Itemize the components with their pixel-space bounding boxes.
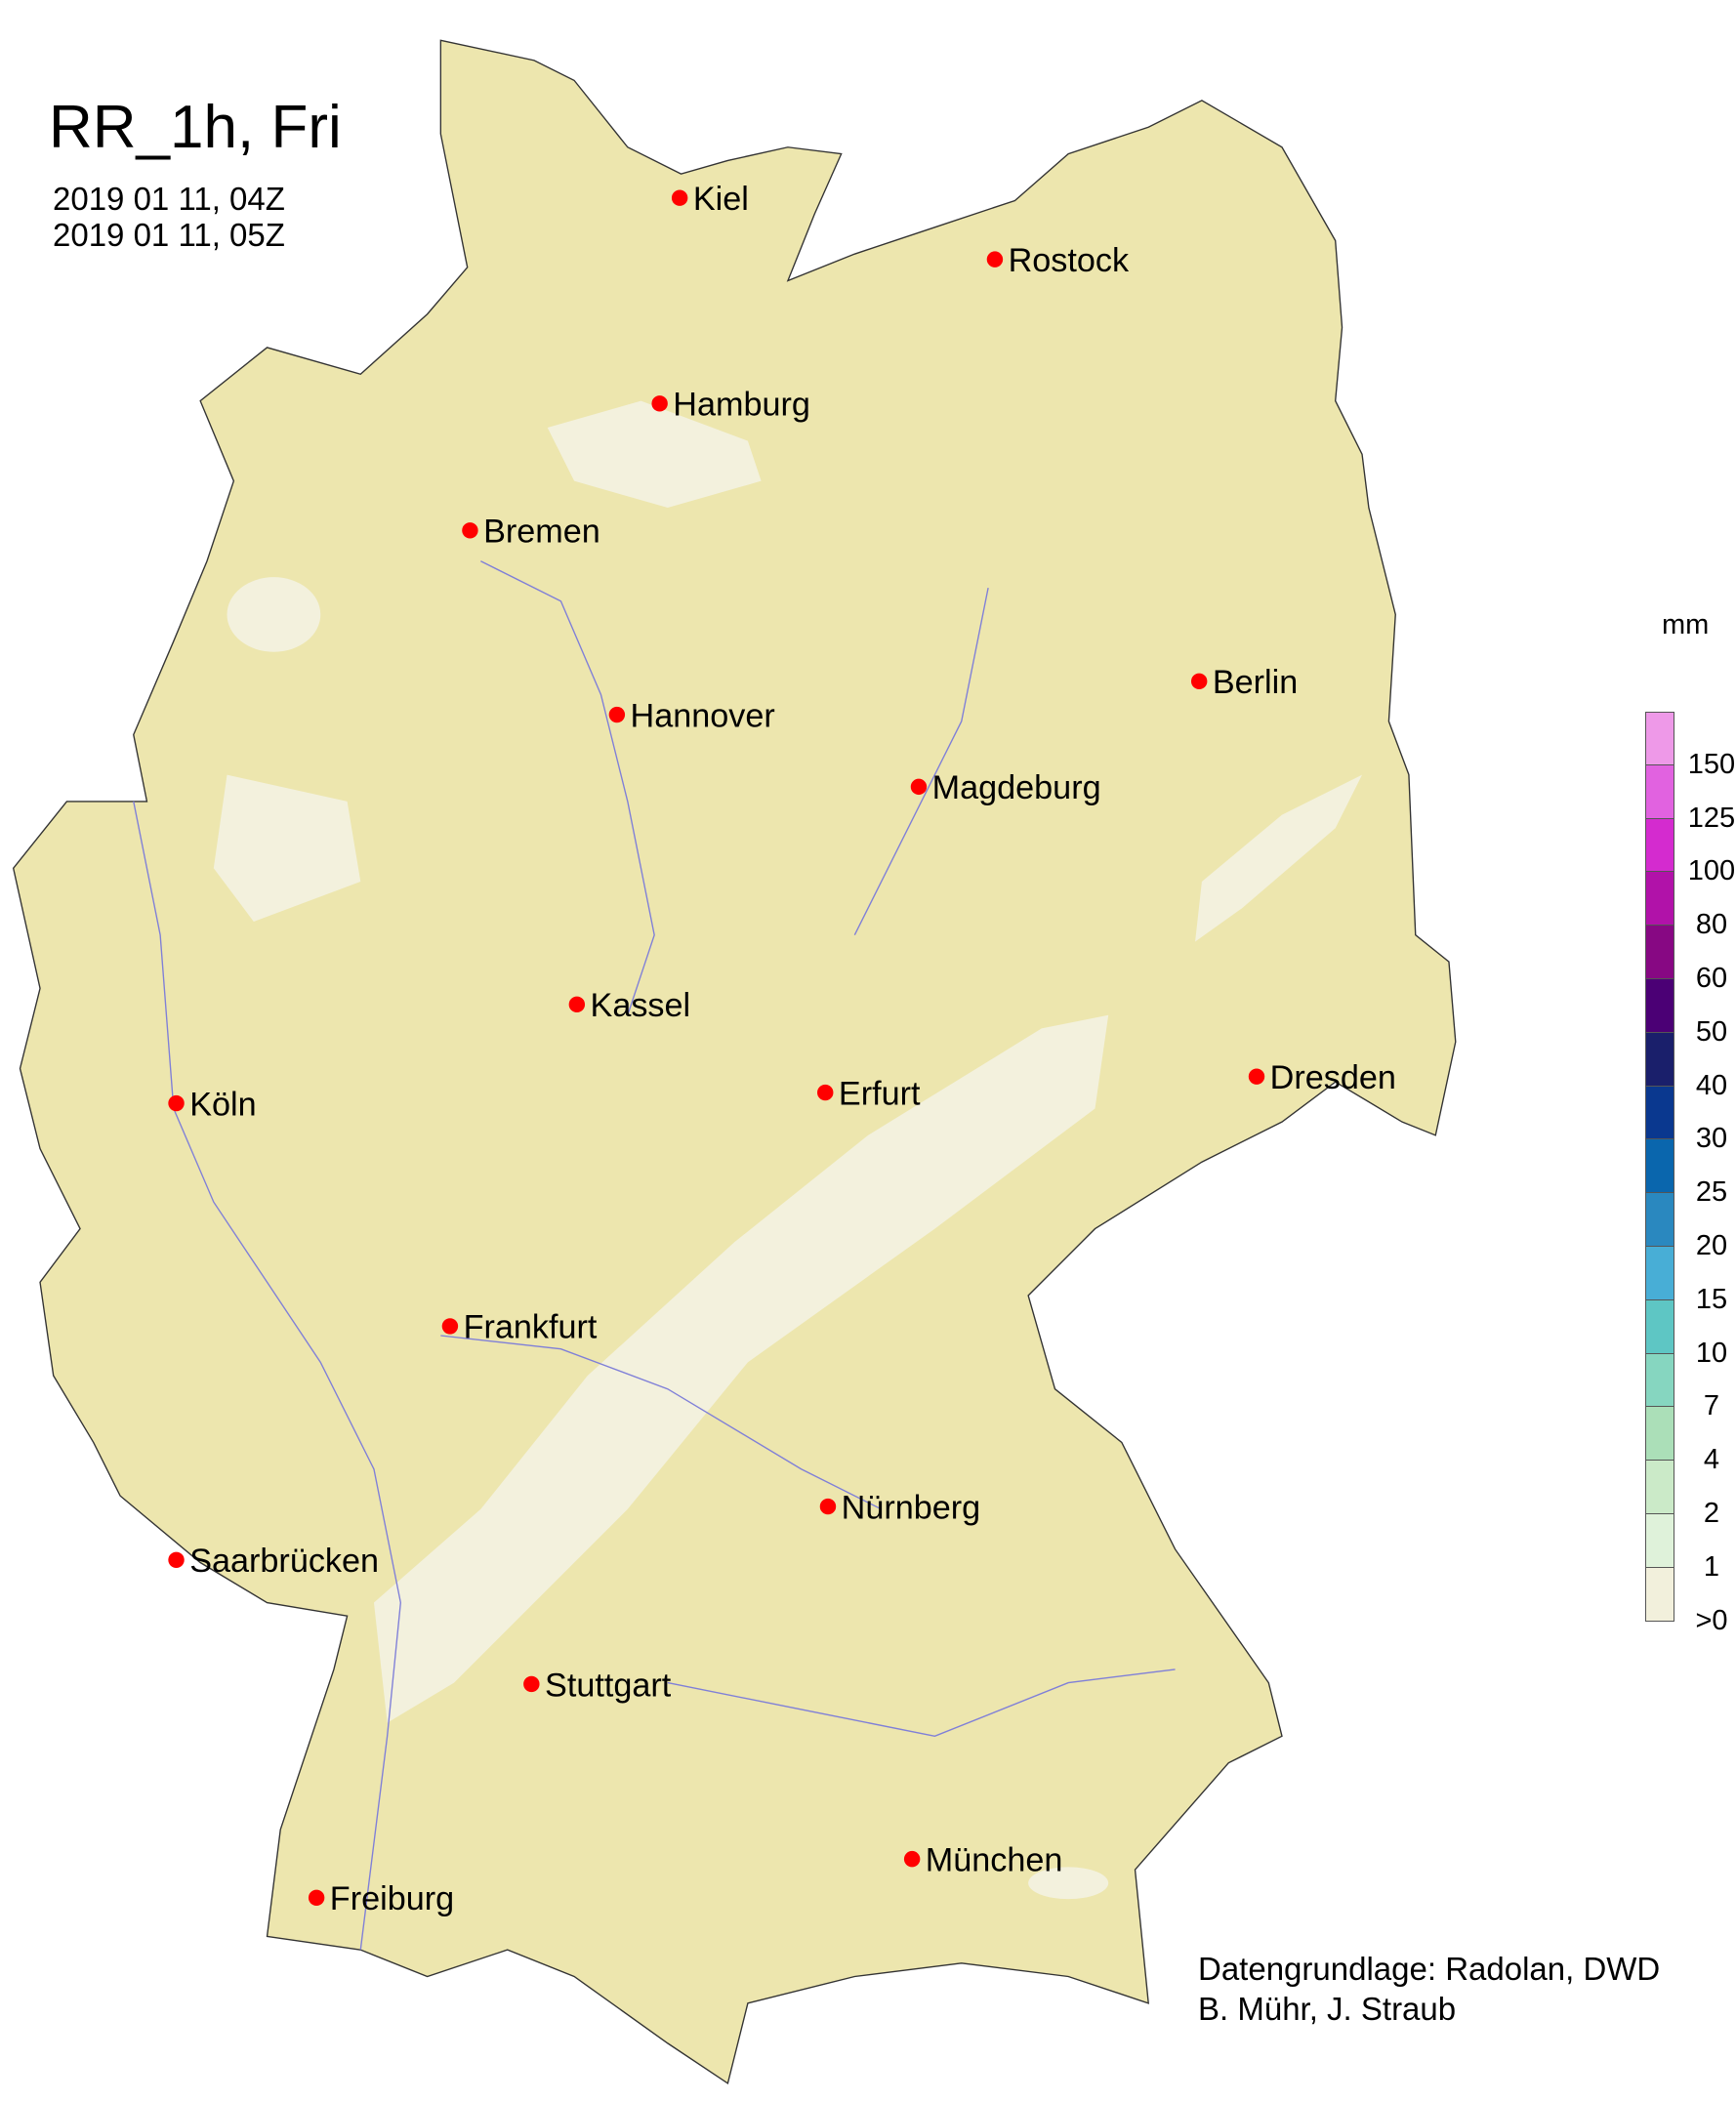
map-title: RR_1h, Fri	[49, 94, 342, 161]
city-label: Rostock	[1009, 242, 1130, 279]
city-marker	[441, 1318, 459, 1335]
legend-label: 150	[1687, 748, 1736, 780]
city-marker	[986, 251, 1004, 268]
legend-swatch	[1645, 712, 1674, 765]
city-marker	[903, 1850, 921, 1868]
legend-swatch	[1645, 1513, 1674, 1568]
city-label: Freiburg	[330, 1880, 454, 1917]
city-label: München	[926, 1841, 1063, 1878]
legend-label: 80	[1695, 909, 1728, 941]
legend-swatch	[1645, 764, 1674, 819]
legend-swatch	[1645, 978, 1674, 1033]
germany-land	[12, 39, 1457, 2085]
legend-label: 1	[1703, 1550, 1720, 1583]
city-label: Kassel	[591, 987, 691, 1024]
city-marker	[568, 996, 586, 1013]
city-label: Nürnberg	[842, 1489, 981, 1526]
city-marker	[462, 522, 478, 539]
legend-swatch	[1645, 1139, 1674, 1194]
city-label: Saarbrücken	[189, 1543, 379, 1580]
city-marker	[1248, 1068, 1265, 1085]
period-end: 2019 01 11, 05Z	[53, 217, 285, 253]
legend-label: 20	[1695, 1230, 1728, 1261]
legend-label: 7	[1703, 1390, 1720, 1422]
city-marker	[1190, 673, 1208, 690]
legend-swatch	[1645, 1086, 1674, 1140]
city-marker	[817, 1084, 834, 1101]
legend-swatch	[1645, 1461, 1674, 1514]
city-label: Stuttgart	[545, 1667, 672, 1704]
credit-data-source: Datengrundlage: Radolan, DWD	[1198, 1951, 1661, 1987]
legend-label: 30	[1695, 1123, 1728, 1155]
legend-swatch	[1645, 1299, 1674, 1354]
legend-swatch	[1645, 872, 1674, 927]
color-legend	[1645, 712, 1674, 1622]
legend-label: 4	[1703, 1444, 1720, 1476]
legend-label: 50	[1695, 1015, 1728, 1048]
city-marker	[168, 1094, 185, 1112]
city-markers: Kiel Rostock Hamburg Bremen Berlin Hannover Ma…	[168, 181, 1396, 1917]
city-label: Kiel	[693, 181, 749, 218]
city-marker	[308, 1889, 325, 1907]
legend-swatch	[1645, 818, 1674, 873]
legend-label: 125	[1687, 802, 1736, 834]
city-label: Hamburg	[673, 387, 810, 424]
legend-label: 15	[1695, 1283, 1728, 1315]
legend-swatch	[1645, 1193, 1674, 1247]
city-label: Dresden	[1270, 1059, 1396, 1096]
period-start: 2019 01 11, 04Z	[53, 181, 285, 217]
city-label: Magdeburg	[932, 769, 1101, 806]
legend-swatch	[1645, 1567, 1674, 1622]
credit-authors: B. Mühr, J. Straub	[1198, 1991, 1457, 2027]
city-label: Bremen	[483, 514, 600, 551]
legend-label: 10	[1695, 1337, 1728, 1369]
legend-unit: mm	[1662, 609, 1710, 640]
light-precip-areas	[213, 400, 1363, 1900]
legend-swatch	[1645, 1246, 1674, 1300]
city-marker	[819, 1498, 837, 1515]
rivers	[133, 560, 1176, 1951]
city-label: Köln	[189, 1086, 256, 1123]
legend-label: 25	[1695, 1176, 1728, 1209]
legend-label: 2	[1703, 1498, 1720, 1529]
legend-label: 100	[1687, 855, 1736, 887]
city-label: Frankfurt	[464, 1309, 598, 1346]
legend-label: 60	[1695, 963, 1728, 994]
legend-swatch	[1645, 926, 1674, 979]
city-marker	[523, 1675, 540, 1693]
city-marker	[608, 706, 626, 723]
city-marker	[168, 1551, 185, 1568]
legend-swatch	[1645, 1353, 1674, 1408]
city-marker	[910, 778, 928, 796]
city-label: Hannover	[631, 697, 775, 734]
city-label: Erfurt	[839, 1075, 921, 1112]
legend-label: >0	[1695, 1604, 1728, 1636]
legend-swatch	[1645, 1032, 1674, 1087]
legend-swatch	[1645, 1407, 1674, 1462]
city-label: Berlin	[1213, 664, 1298, 701]
legend-label: 40	[1695, 1069, 1728, 1101]
city-marker	[671, 189, 688, 206]
city-marker	[651, 395, 668, 412]
